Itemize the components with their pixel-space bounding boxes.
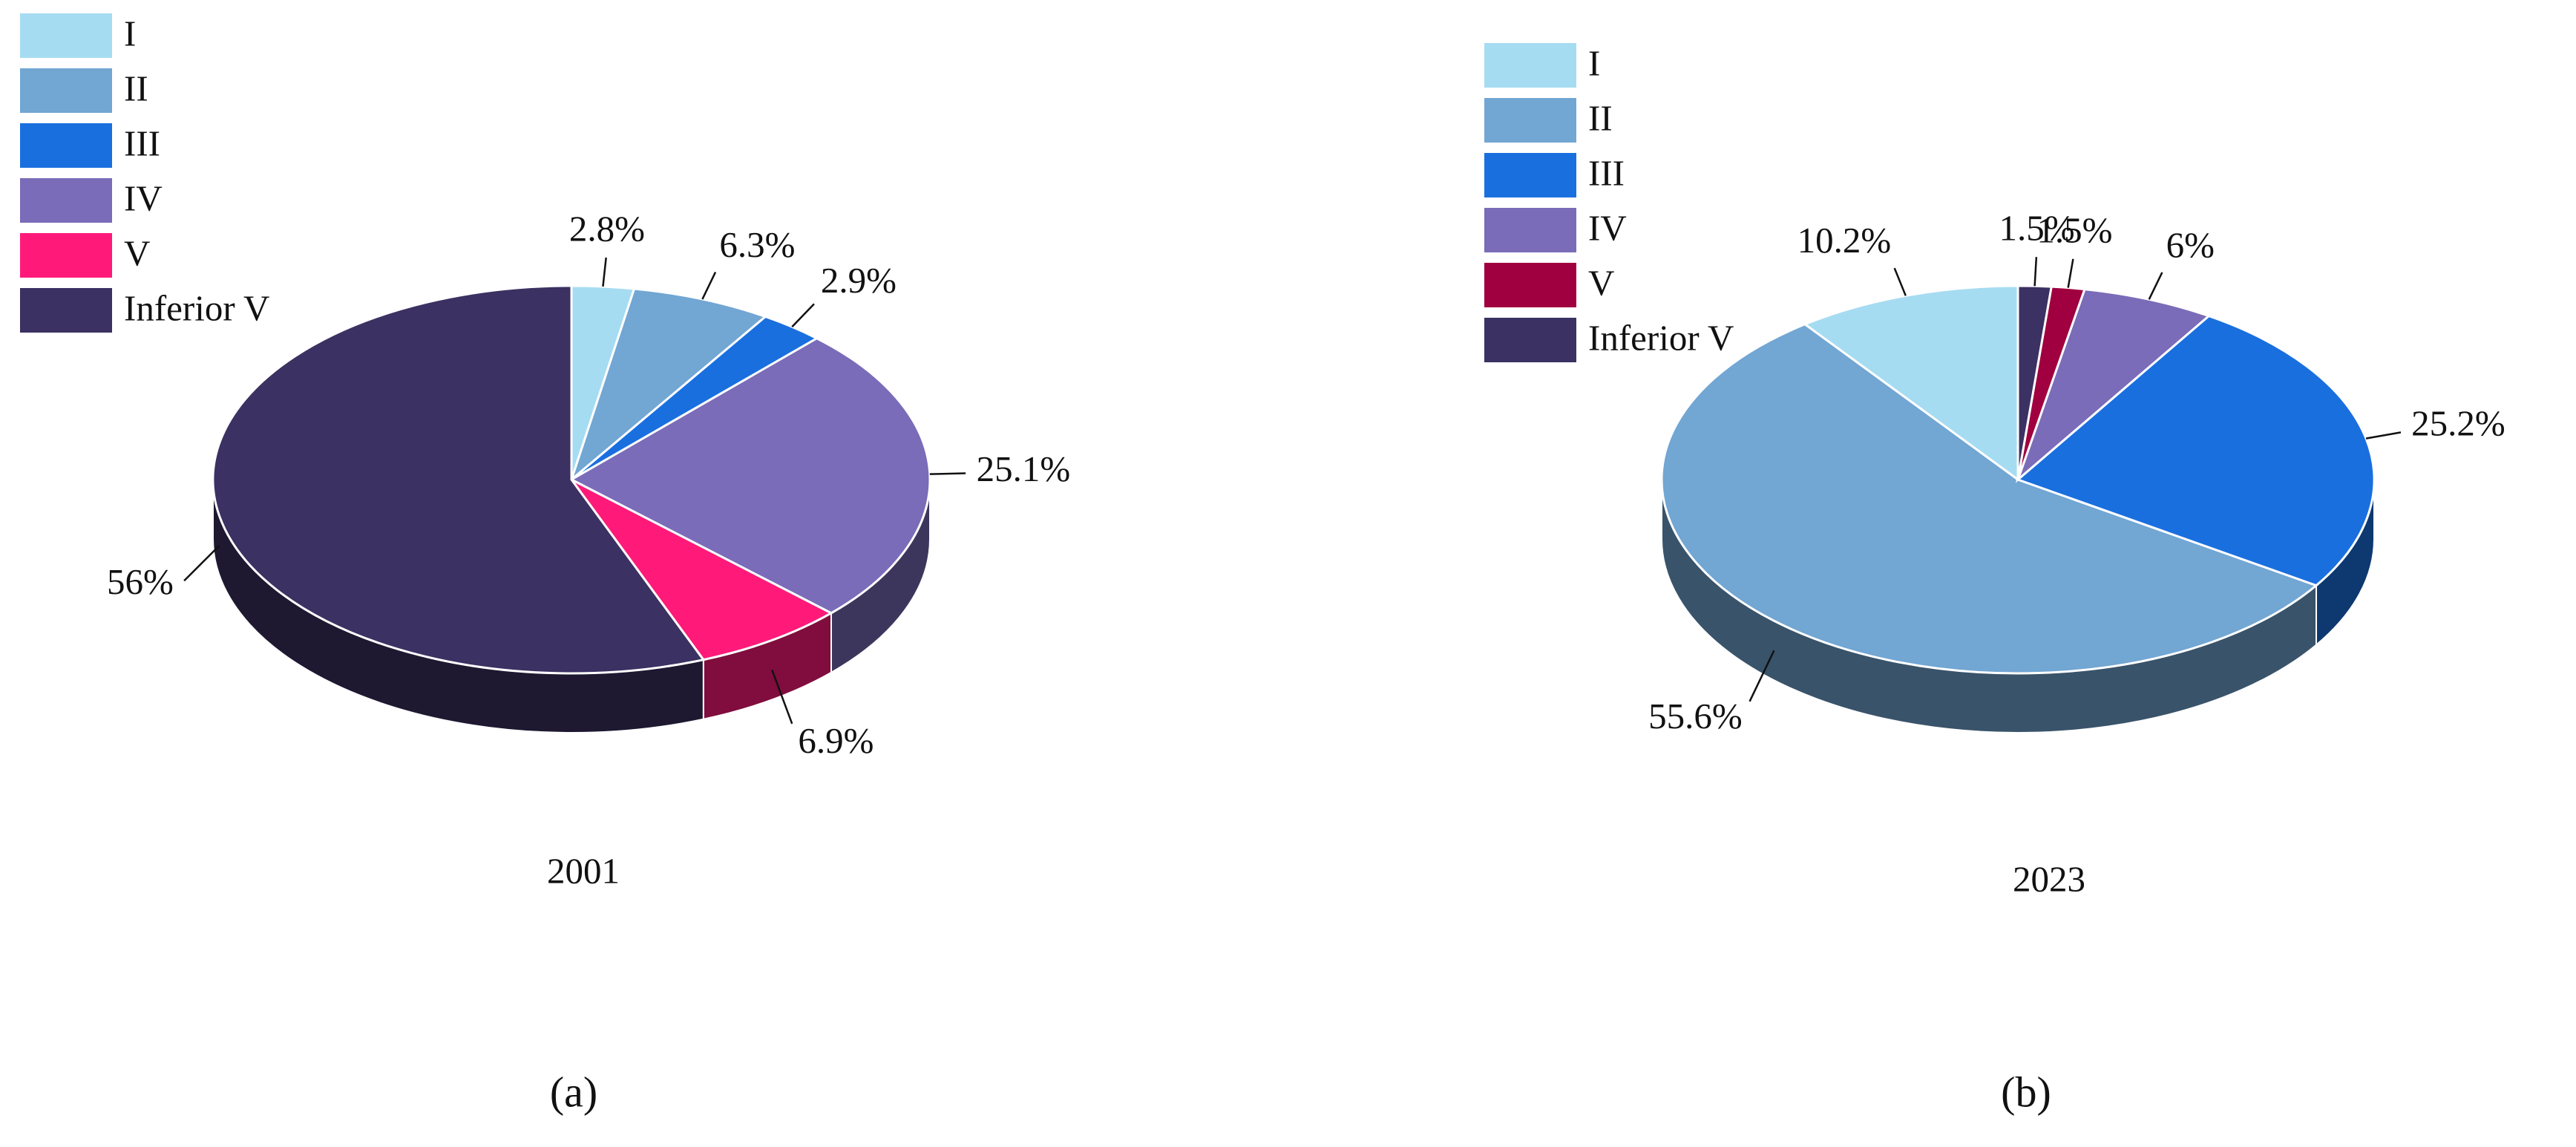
pie-slice [2016,314,2376,587]
leader-line [602,257,607,287]
pie-slice [212,284,706,675]
chart-title: 2001 [547,850,620,891]
legend-swatch [1484,98,1576,143]
data-label: 56% [107,561,174,602]
legend-swatch [20,68,112,113]
leader-line [2148,272,2163,300]
legend-swatch [20,178,112,223]
legend-label: IV [1588,207,1627,248]
data-label: 25.1% [977,448,1071,489]
legend-swatch [20,13,112,58]
legend-swatch [1484,43,1576,88]
data-label: 25.2% [2411,402,2505,443]
pie-slice [568,287,768,483]
pie-slice [1660,323,2318,675]
leader-line [701,272,717,300]
panel-label: (a) [550,1068,597,1116]
data-label: 55.6% [1648,696,1743,736]
legend-label: III [1588,152,1625,193]
legend-swatch [1484,208,1576,252]
data-label: 1.5% [1999,208,2075,249]
leader-line [771,669,793,725]
pie-slice [1802,284,2019,482]
legend-label: I [124,13,136,53]
leader-line [1749,650,1775,702]
legend-swatch [1484,318,1576,362]
legend-swatch [20,288,112,333]
data-label: 10.2% [1797,220,1892,261]
leader-line [2365,431,2402,439]
legend-label: IV [124,177,163,218]
legend-label: Inferior V [124,287,269,328]
data-label: 2.8% [569,208,645,249]
legend-label: III [124,122,160,163]
legend-label: V [124,232,150,273]
data-label: 2.9% [821,260,897,301]
leader-line [2033,257,2038,287]
legend-label: II [1588,97,1613,138]
data-label: 6% [2166,225,2215,266]
legend-label: Inferior V [1588,317,1734,358]
leader-line [2067,258,2074,288]
data-label: 6.3% [719,224,795,265]
legend-swatch [1484,153,1576,197]
chart-title: 2023 [2013,858,2085,899]
legend-label: I [1588,42,1600,83]
data-label: 6.9% [798,720,874,761]
legend-swatch [20,233,112,278]
legend-label: V [1588,262,1614,303]
data-label: 1.5% [2036,210,2112,251]
panel-label: (b) [2001,1068,2051,1116]
pie-slice [570,478,834,661]
legend-swatch [20,123,112,168]
leader-line [1893,267,1907,296]
legend-label: II [124,68,148,108]
leader-line [791,303,815,328]
legend-swatch [1484,263,1576,307]
leader-line [183,545,220,582]
